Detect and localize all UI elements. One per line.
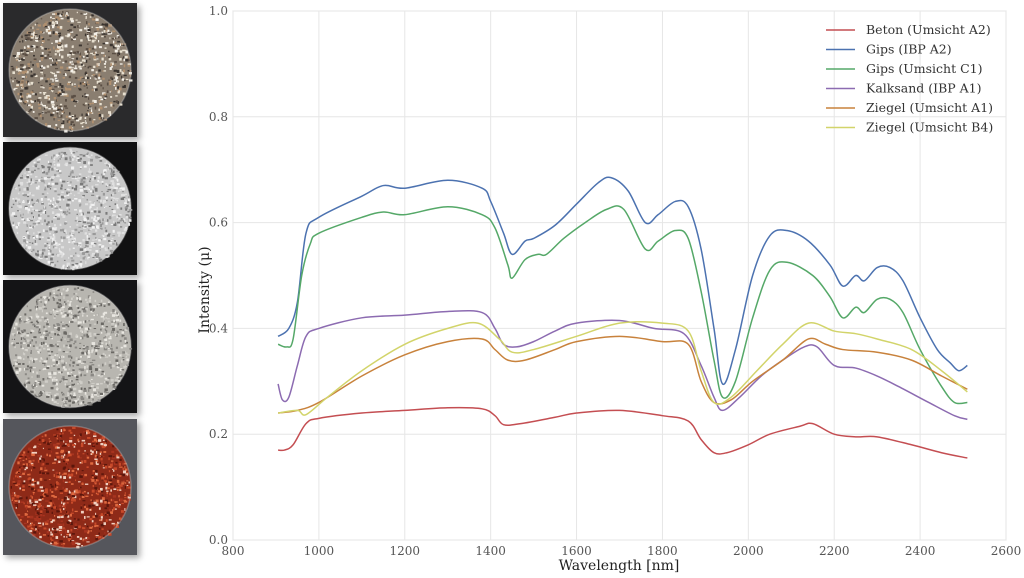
legend-label: Ziegel (Umsicht A1) [866, 100, 993, 115]
legend-label: Kalksand (IBP A1) [866, 81, 982, 96]
axes: 800 1000 1200 1400 1600 1800 2000 2200 2400 2600 0… [209, 4, 1021, 558]
series-lines [277, 176, 968, 459]
series-line-2 [277, 205, 968, 405]
x-tick-label: 1200 [390, 544, 421, 558]
sample-photo-0 [3, 3, 137, 137]
y-tick-label: 0.0 [209, 533, 228, 547]
x-tick-label: 2000 [733, 544, 764, 558]
y-tick-label: 0.2 [209, 427, 228, 441]
x-tick-label: 800 [222, 544, 245, 558]
sample-dish [8, 8, 133, 133]
x-tick-label: 1800 [647, 544, 678, 558]
y-axis-label: Intensity (μ) [197, 246, 213, 333]
sample-dish [8, 146, 133, 271]
x-tick-label: 1000 [304, 544, 335, 558]
legend-label: Gips (IBP A2) [866, 42, 952, 57]
x-tick-label: 2400 [905, 544, 936, 558]
sample-photo-1 [3, 142, 137, 275]
y-tick-label: 0.6 [209, 216, 228, 230]
series-line-0 [278, 406, 968, 459]
y-tick-label: 1.0 [209, 4, 228, 18]
y-tick-label: 0.8 [209, 110, 228, 124]
legend-label: Beton (Umsicht A2) [866, 22, 991, 37]
legend: Beton (Umsicht A2) Gips (IBP A2) Gips (Ums… [826, 22, 993, 135]
series-line-1 [277, 176, 968, 385]
y-tick-label: 0.4 [209, 321, 228, 335]
series-line-4 [277, 335, 968, 414]
legend-label: Ziegel (Umsicht B4) [866, 120, 993, 135]
plot-area [232, 10, 1007, 541]
sample-dish [8, 425, 132, 549]
series-line-3 [277, 310, 968, 421]
x-axis-label: Wavelength [nm] [559, 558, 680, 574]
x-tick-label: 1600 [561, 544, 592, 558]
x-tick-label: 2200 [819, 544, 850, 558]
grid [232, 10, 1007, 541]
x-tick-label: 1400 [475, 544, 506, 558]
series-line-5 [277, 321, 968, 416]
x-tick-label: 2600 [991, 544, 1022, 558]
sample-dish [8, 284, 133, 409]
sample-photo-2 [3, 280, 137, 413]
legend-label: Gips (Umsicht C1) [866, 61, 983, 76]
sample-photo-3 [3, 419, 137, 555]
